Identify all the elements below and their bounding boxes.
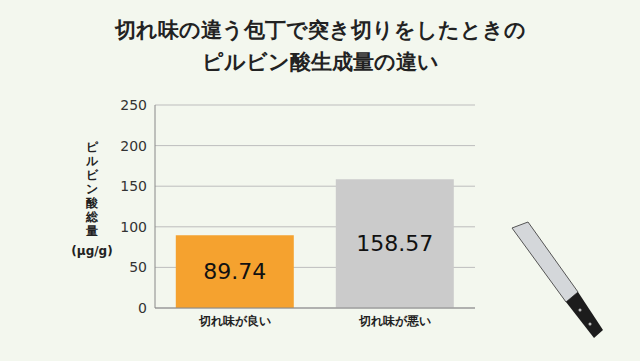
html-text:酸: 酸 (86, 196, 98, 210)
html-text:切れ味の違う包丁で突き切りをしたときの: 切れ味の違う包丁で突き切りをしたときの (114, 18, 526, 42)
svg-text:200: 200 (120, 138, 147, 154)
html-text:ビ: ビ (86, 168, 98, 182)
html-text:量: 量 (86, 224, 98, 238)
html-text:ン: ン (86, 182, 98, 196)
svg-text:158.57: 158.57 (356, 231, 433, 256)
svg-text:150: 150 (120, 178, 147, 194)
svg-text:50: 50 (129, 259, 147, 275)
svg-text:100: 100 (120, 219, 147, 235)
svg-text:切れ味が良い: 切れ味が良い (198, 314, 271, 328)
svg-text:250: 250 (120, 97, 147, 113)
html-text:ピルビン酸生成量の違い: ピルビン酸生成量の違い (201, 50, 439, 74)
html-text:ピ: ピ (86, 140, 98, 154)
svg-text:89.74: 89.74 (203, 259, 266, 284)
html-text:(μg/g): (μg/g) (71, 244, 113, 258)
html-text:ル: ル (86, 154, 98, 168)
svg-text:切れ味が悪い: 切れ味が悪い (358, 314, 431, 328)
svg-text:0: 0 (138, 300, 147, 316)
html-text:総: 総 (86, 210, 98, 224)
